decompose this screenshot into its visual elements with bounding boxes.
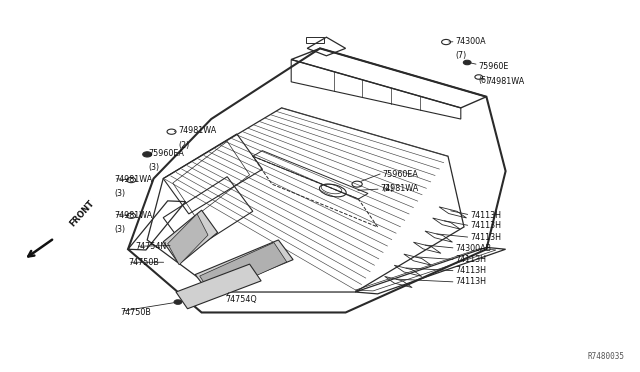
Circle shape (143, 152, 152, 157)
Text: 74113H: 74113H (456, 255, 486, 264)
Text: (3): (3) (114, 189, 125, 198)
Polygon shape (195, 240, 293, 294)
Polygon shape (200, 243, 287, 295)
Text: 74113H: 74113H (470, 221, 501, 230)
Circle shape (174, 300, 182, 304)
Text: FRONT: FRONT (68, 199, 97, 229)
Text: 74754Q: 74754Q (225, 295, 257, 304)
Polygon shape (163, 210, 218, 264)
Text: 74981WA: 74981WA (381, 185, 419, 193)
Text: (7): (7) (456, 51, 467, 60)
Polygon shape (176, 264, 261, 309)
Text: 75960EA: 75960EA (148, 149, 184, 158)
Circle shape (463, 60, 471, 65)
Text: 74300A: 74300A (456, 37, 486, 46)
Text: 74113H: 74113H (470, 211, 501, 219)
Text: 74750B: 74750B (128, 258, 159, 267)
Text: (2): (2) (178, 141, 189, 150)
Text: (6): (6) (479, 76, 490, 85)
Text: 74981WA: 74981WA (114, 175, 152, 184)
Text: 74113H: 74113H (456, 278, 486, 286)
Text: 74113H: 74113H (456, 266, 486, 275)
Polygon shape (168, 214, 208, 265)
Text: 74754N: 74754N (136, 242, 167, 251)
Text: R7480035: R7480035 (587, 352, 624, 361)
Text: 74981WA: 74981WA (114, 211, 152, 219)
Text: 75960EA: 75960EA (383, 170, 419, 179)
Text: 74981WA: 74981WA (486, 77, 525, 86)
Text: 75960E: 75960E (479, 62, 509, 71)
Text: (2): (2) (383, 184, 394, 193)
Text: 74113H: 74113H (470, 233, 501, 242)
Text: 74750B: 74750B (120, 308, 151, 317)
Text: 74981WA: 74981WA (178, 126, 216, 135)
Text: 74300AB: 74300AB (456, 244, 492, 253)
Text: (3): (3) (114, 225, 125, 234)
Text: (3): (3) (148, 163, 159, 172)
